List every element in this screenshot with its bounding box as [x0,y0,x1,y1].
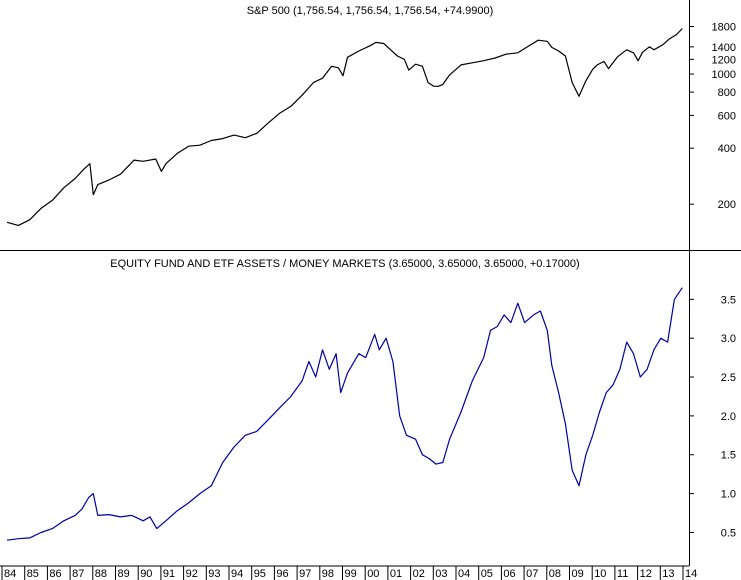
x-tick-label: 02 [413,568,425,580]
x-tick-label: 88 [95,568,107,580]
x-tick-label: 98 [322,568,334,580]
x-tick-label: 13 [662,568,674,580]
sp500-title: S&P 500 (1,756.54, 1,756.54, 1,756.54, +… [247,5,494,17]
x-tick-label: 99 [345,568,357,580]
x-tick-label: 03 [435,568,447,580]
x-tick-label: 05 [481,568,493,580]
sp500-series-line [6,28,683,226]
x-tick-label: 95 [254,568,266,580]
sp500-ytick-label: 1000 [712,69,736,81]
x-tick-label: 04 [458,568,470,580]
x-tick-label: 01 [390,568,402,580]
x-tick-label: 97 [299,568,311,580]
x-tick-label: 06 [503,568,515,580]
x-tick-label: 85 [27,568,39,580]
ratio-panel: EQUITY FUND AND ETF ASSETS / MONEY MARKE… [6,258,736,541]
x-tick-label: 90 [140,568,152,580]
sp500-ytick-label: 200 [718,199,736,211]
x-tick-label: 10 [594,568,606,580]
x-tick-label: 12 [640,568,652,580]
ratio-title: EQUITY FUND AND ETF ASSETS / MONEY MARKE… [110,258,579,270]
x-tick-label: 14 [685,568,697,580]
x-tick-label: 87 [72,568,84,580]
ratio-ytick-label: 3.5 [721,294,736,306]
ratio-series-line [6,287,683,541]
x-tick-label: 11 [617,568,628,580]
x-tick-label: 09 [572,568,584,580]
sp500-ytick-label: 800 [718,87,736,99]
sp500-ytick-label: 1400 [712,42,736,54]
sp500-ytick-label: 1200 [712,54,736,66]
x-tick-label: 07 [526,568,538,580]
x-tick-label: 96 [276,568,288,580]
x-tick-label: 86 [49,568,61,580]
ratio-ytick-label: 1.0 [721,489,736,501]
sp500-ytick-label: 400 [718,143,736,155]
ratio-ytick-label: 1.5 [721,450,736,462]
ratio-ytick-label: 2.5 [721,372,736,384]
x-tick-label: 93 [208,568,220,580]
x-tick-label: 84 [4,568,16,580]
sp500-panel: S&P 500 (1,756.54, 1,756.54, 1,756.54, +… [6,5,736,226]
ratio-ytick-label: 0.5 [721,527,736,539]
x-tick-label: 92 [186,568,198,580]
x-tick-label: 94 [231,568,243,580]
sp500-ytick-label: 600 [718,110,736,122]
x-axis: 84 85 86 87 88 89 90 91 92 93 94 95 96 97 98 99 00 01 02 03… [0,565,697,580]
ratio-ytick-label: 2.0 [721,411,736,423]
x-tick-label: 00 [367,568,379,580]
x-tick-label: 89 [118,568,130,580]
sp500-ytick-label: 1800 [712,22,736,34]
x-tick-label: 08 [549,568,561,580]
ratio-ytick-label: 3.0 [721,333,736,345]
x-tick-label: 91 [163,568,175,580]
